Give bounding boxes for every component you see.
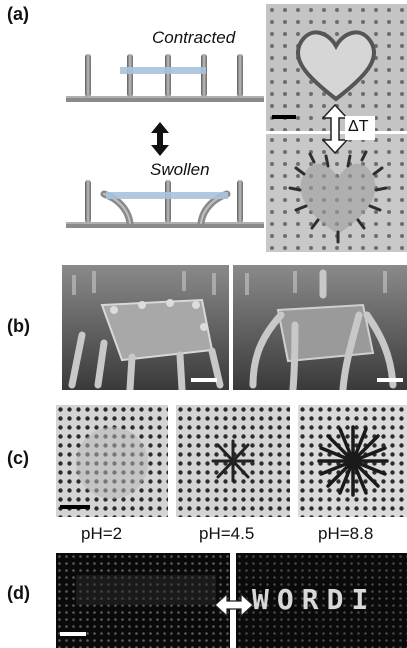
optical-image-ph88 bbox=[298, 405, 407, 517]
heart-contracted-image bbox=[266, 4, 407, 131]
delta-t-label-bg bbox=[345, 116, 375, 140]
scale-bar bbox=[377, 378, 403, 382]
swollen-label: Swollen bbox=[150, 160, 210, 179]
scale-bar bbox=[272, 115, 296, 119]
scale-bar bbox=[60, 632, 86, 636]
sem-image-right bbox=[233, 265, 407, 390]
delta-t-label: ΔT bbox=[348, 118, 369, 135]
dark-image-right: WORDI bbox=[236, 553, 407, 648]
panel-label-c: (c) bbox=[7, 448, 29, 468]
ph-label-3: pH=8.8 bbox=[318, 524, 374, 543]
panel-label-a: (a) bbox=[7, 4, 29, 24]
scale-bar bbox=[60, 505, 90, 509]
heart-swollen-image bbox=[266, 134, 407, 252]
double-arrow-delta-t bbox=[322, 104, 348, 154]
panel-label-b: (b) bbox=[7, 316, 30, 336]
word-text: WORDI bbox=[252, 583, 377, 616]
dark-image-left bbox=[56, 553, 230, 648]
scale-bar bbox=[191, 378, 217, 382]
sem-image-left bbox=[62, 265, 229, 390]
double-arrow-horizontal bbox=[214, 592, 254, 618]
optical-image-ph45 bbox=[176, 405, 290, 517]
optical-image-ph2 bbox=[56, 405, 168, 517]
contracted-label: Contracted bbox=[152, 28, 236, 47]
ph-label-2: pH=4.5 bbox=[199, 524, 255, 543]
schematic-contracted bbox=[66, 54, 264, 102]
ph-label-1: pH=2 bbox=[81, 524, 123, 543]
schematic-swollen bbox=[66, 180, 264, 228]
double-arrow-vertical bbox=[151, 122, 169, 156]
panel-label-d: (d) bbox=[7, 583, 30, 603]
